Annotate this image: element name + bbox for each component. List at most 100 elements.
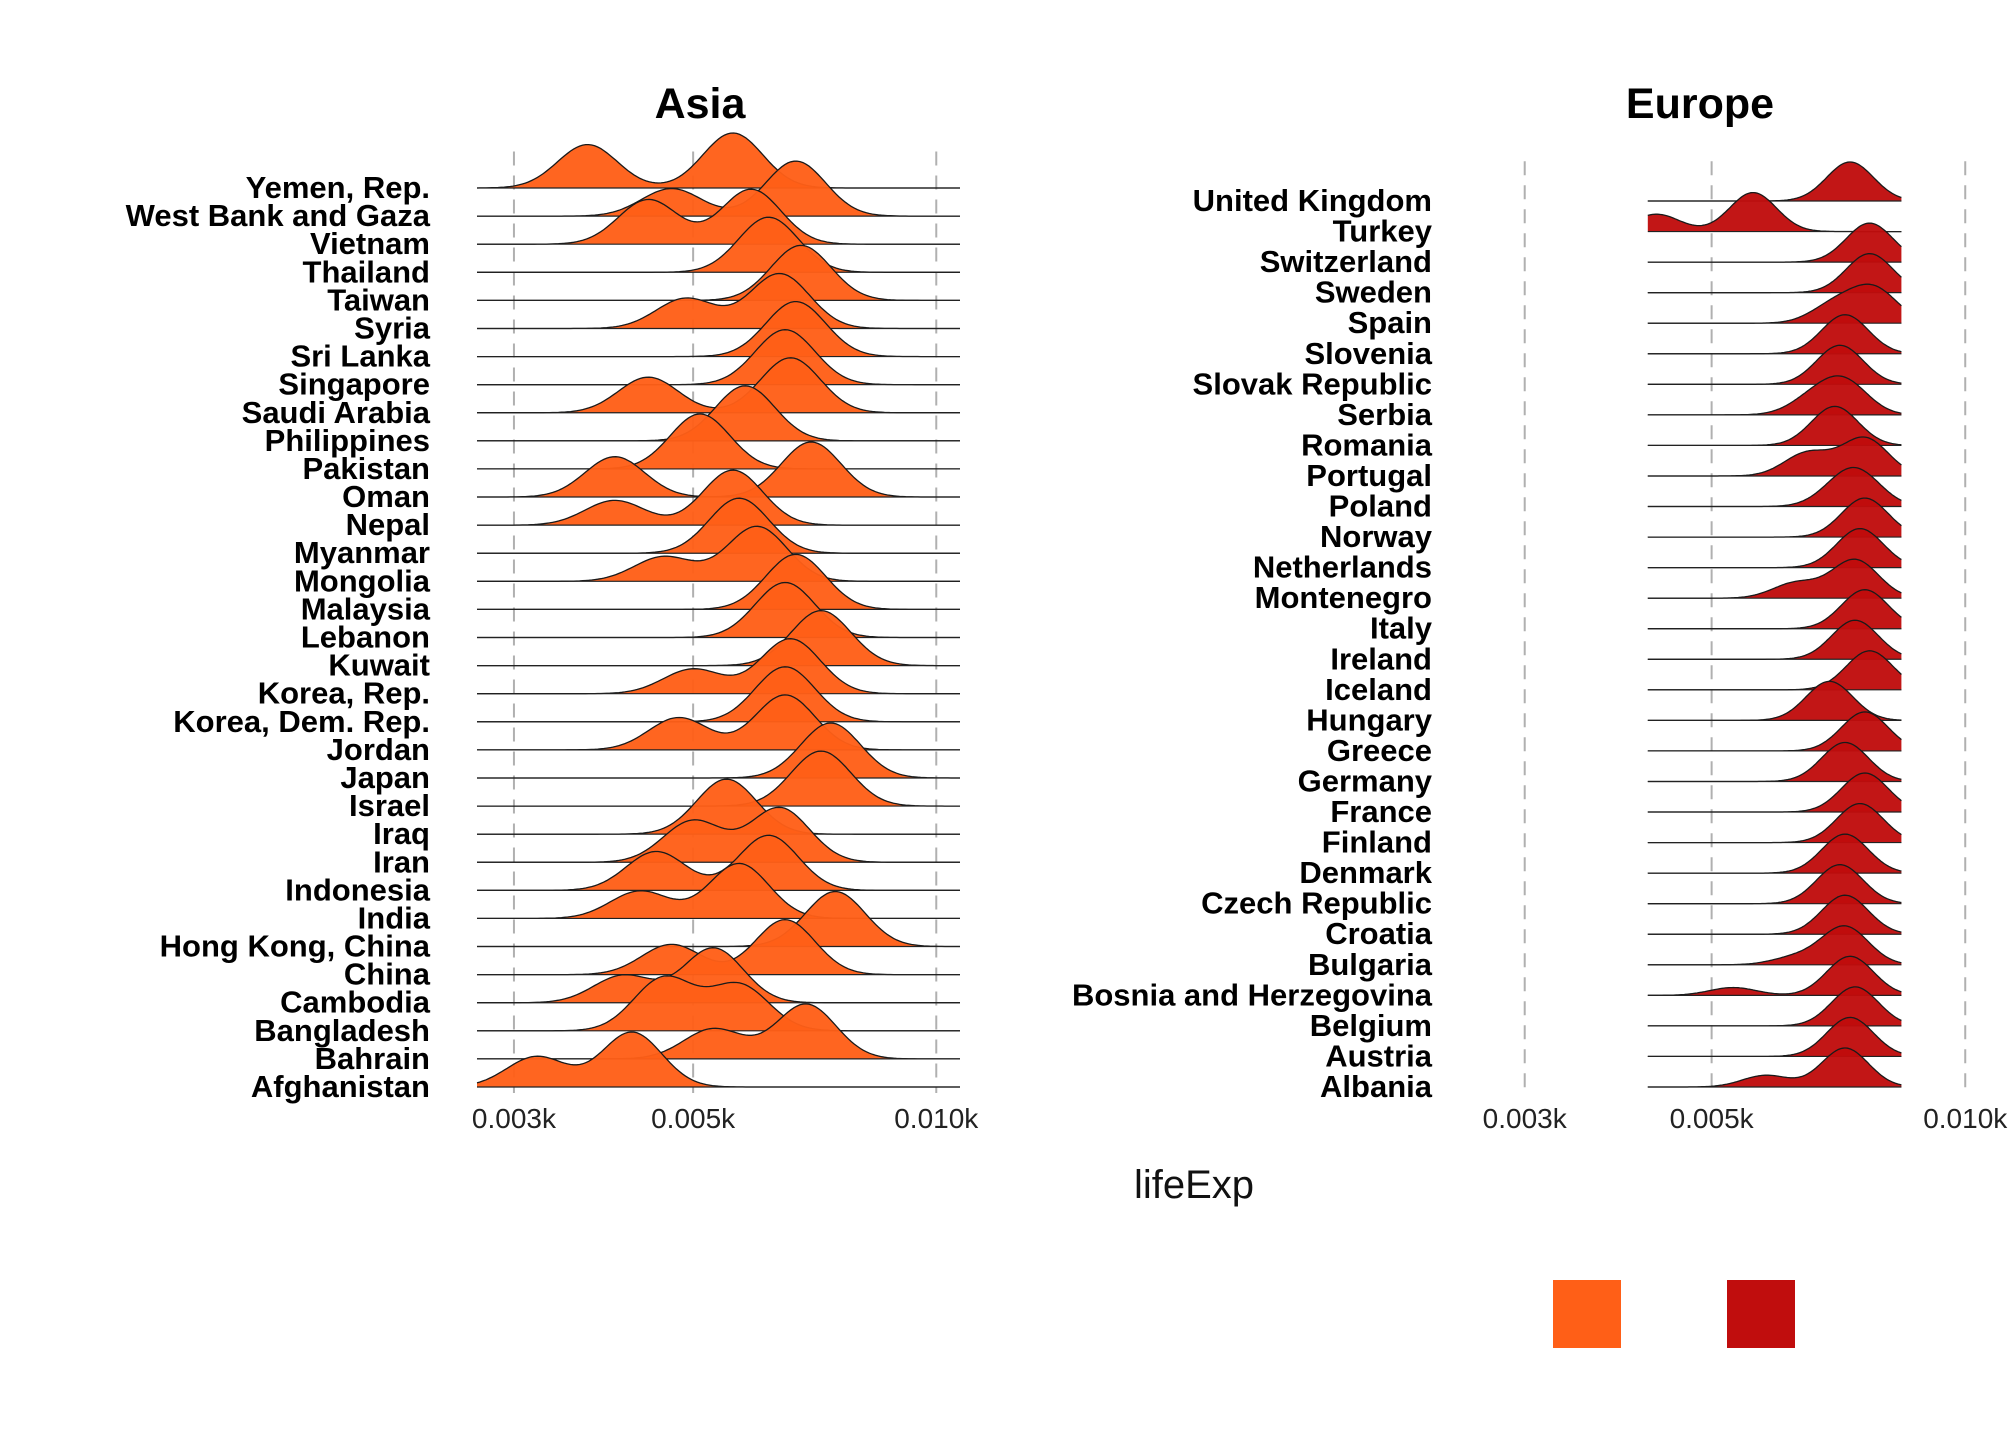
europe-ridge-fill-greece <box>1647 711 1902 751</box>
europe-country-label-denmark: Denmark <box>1299 855 1432 890</box>
asia-country-label-taiwan: Taiwan <box>327 282 430 317</box>
europe-ridge-fill-italy <box>1647 589 1902 629</box>
legend-swatch-asia <box>1553 1280 1621 1348</box>
asia-ridge-afghanistan <box>476 1031 960 1088</box>
asia-ridge-fill-yemen-rep <box>477 133 960 188</box>
asia-ridge-vietnam <box>476 188 960 245</box>
asia-country-label-india: India <box>358 900 431 935</box>
asia-ridge-singapore <box>476 329 960 386</box>
europe-ridge-fill-bosnia-and-herzegovina <box>1647 956 1902 996</box>
asia-ridge-fill-myanmar <box>477 498 960 554</box>
europe-country-label-czech-republic: Czech Republic <box>1201 886 1432 921</box>
asia-country-label-west-bank-and-gaza: West Bank and Gaza <box>126 198 431 233</box>
asia-country-label-iraq: Iraq <box>373 816 430 851</box>
europe-ridges <box>1647 161 1902 1088</box>
asia-ridge-fill-kuwait <box>477 610 960 666</box>
europe-country-label-bulgaria: Bulgaria <box>1308 947 1433 982</box>
asia-ridge-fill-nepal <box>477 470 960 526</box>
asia-ridge-korea-dem-rep <box>476 666 960 723</box>
europe-ridge-outline-bosnia-and-herzegovina <box>1647 955 1902 996</box>
europe-tick-label-2: 0.010k <box>1923 1103 2008 1134</box>
europe-country-labels: United KingdomTurkeySwitzerlandSwedenSpa… <box>1072 183 1433 1104</box>
europe-ridge-belgium <box>1647 986 1902 1027</box>
asia-ridge-korea-rep <box>476 638 960 695</box>
europe-ridge-iceland <box>1647 650 1902 691</box>
europe-country-label-italy: Italy <box>1370 611 1433 646</box>
asia-country-label-philippines: Philippines <box>265 423 430 458</box>
europe-country-label-bosnia-and-herzegovina: Bosnia and Herzegovina <box>1072 977 1433 1012</box>
europe-ridge-fill-finland <box>1647 803 1902 843</box>
europe-country-label-spain: Spain <box>1348 305 1432 340</box>
asia-ridge-jordan <box>476 694 960 751</box>
europe-ridge-slovenia <box>1647 314 1902 355</box>
asia-country-label-myanmar: Myanmar <box>294 535 430 570</box>
asia-country-label-afghanistan: Afghanistan <box>251 1069 430 1104</box>
asia-country-label-jordan: Jordan <box>327 732 430 767</box>
asia-country-label-korea-rep: Korea, Rep. <box>258 676 430 711</box>
europe-country-label-finland: Finland <box>1322 825 1432 860</box>
asia-ridge-yemen-rep <box>476 132 960 189</box>
europe-ridge-fill-serbia <box>1647 375 1902 415</box>
europe-country-label-romania: Romania <box>1301 427 1433 462</box>
asia-ridge-iran <box>476 806 960 863</box>
legend-swatch-europe <box>1727 1280 1795 1348</box>
asia-ridge-fill-philippines <box>477 385 960 441</box>
europe-ridge-spain <box>1647 283 1902 324</box>
asia-country-label-mongolia: Mongolia <box>294 563 431 598</box>
asia-ridge-pakistan <box>476 413 960 470</box>
asia-country-label-yemen-rep: Yemen, Rep. <box>246 170 430 205</box>
asia-country-label-korea-dem-rep: Korea, Dem. Rep. <box>173 704 430 739</box>
asia-ridge-fill-bangladesh <box>477 975 960 1031</box>
asia-ridges <box>476 132 960 1088</box>
asia-country-label-kuwait: Kuwait <box>328 648 430 683</box>
europe-ridge-finland <box>1647 802 1902 844</box>
facet-europe: Europe United KingdomTurkeySwitzerlandSw… <box>1072 80 2008 1134</box>
asia-ridge-lebanon <box>476 581 960 639</box>
europe-country-label-france: France <box>1330 794 1432 829</box>
europe-ridge-united-kingdom <box>1647 161 1902 202</box>
asia-tick-label-2: 0.010k <box>894 1103 979 1134</box>
asia-ridge-fill-malaysia <box>477 554 960 610</box>
europe-ridge-serbia <box>1647 375 1902 416</box>
asia-ridge-fill-syria <box>477 273 960 329</box>
asia-country-label-oman: Oman <box>342 479 430 514</box>
facet-title-asia: Asia <box>655 80 747 128</box>
asia-x-axis-ticks: 0.003k 0.005k 0.010k <box>472 1103 979 1134</box>
asia-ridge-fill-afghanistan <box>477 1032 960 1087</box>
asia-ridge-kuwait <box>476 609 960 667</box>
asia-ridge-syria <box>476 272 960 330</box>
europe-country-label-slovak-republic: Slovak Republic <box>1193 366 1432 401</box>
europe-ridge-fill-slovenia <box>1647 314 1902 354</box>
asia-ridge-fill-india <box>477 863 960 919</box>
europe-country-label-slovenia: Slovenia <box>1305 336 1433 371</box>
europe-ridge-fill-denmark <box>1647 834 1902 874</box>
asia-country-label-pakistan: Pakistan <box>302 451 430 486</box>
europe-ridge-fill-bulgaria <box>1647 925 1902 965</box>
europe-grid <box>1523 161 1967 1093</box>
europe-x-axis-ticks: 0.003k 0.005k 0.010k <box>1483 1103 2009 1134</box>
asia-ridge-sri-lanka <box>476 300 960 358</box>
europe-ridge-fill-albania <box>1647 1048 1902 1087</box>
asia-ridge-taiwan <box>476 244 960 302</box>
europe-country-label-portugal: Portugal <box>1306 458 1432 493</box>
asia-ridge-fill-taiwan <box>477 245 960 301</box>
facet-asia: Asia Yemen, Rep.West Bank and GazaVietna… <box>126 80 980 1134</box>
europe-ridge-albania <box>1647 1047 1902 1088</box>
europe-ridge-fill-slovak-republic <box>1647 345 1902 385</box>
asia-country-label-bahrain: Bahrain <box>315 1041 430 1076</box>
europe-ridge-slovak-republic <box>1647 344 1902 385</box>
asia-ridge-fill-iran <box>477 807 960 863</box>
europe-country-label-montenegro: Montenegro <box>1255 580 1432 615</box>
europe-ridge-fill-iceland <box>1647 650 1902 690</box>
asia-ridge-bahrain <box>476 1003 960 1060</box>
europe-country-label-switzerland: Switzerland <box>1260 244 1432 279</box>
asia-country-label-saudi-arabia: Saudi Arabia <box>242 395 431 430</box>
europe-country-label-croatia: Croatia <box>1325 916 1433 951</box>
asia-country-label-china: China <box>344 957 431 992</box>
europe-country-label-serbia: Serbia <box>1337 397 1433 432</box>
asia-country-label-bangladesh: Bangladesh <box>254 1013 430 1048</box>
europe-country-label-netherlands: Netherlands <box>1253 550 1432 585</box>
asia-country-label-malaysia: Malaysia <box>301 591 431 626</box>
europe-tick-label-0: 0.003k <box>1483 1103 1568 1134</box>
